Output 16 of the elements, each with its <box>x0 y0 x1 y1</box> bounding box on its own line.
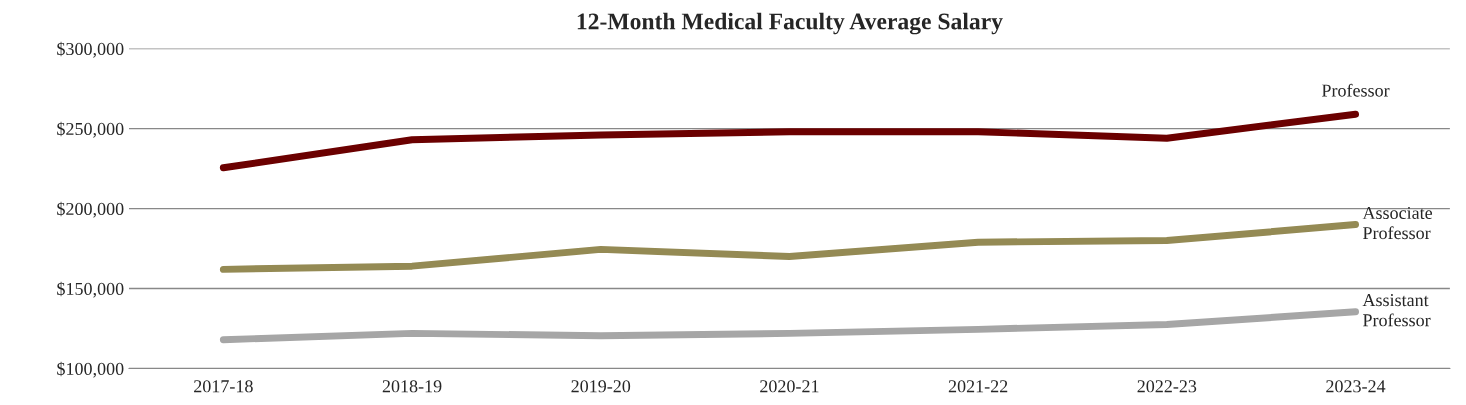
x-tick-label: 2020-21 <box>760 380 819 393</box>
series-label: Assistant Professor <box>1362 294 1431 327</box>
y-tick-label: $150,000 <box>57 281 124 298</box>
x-tick-label: 2017-18 <box>194 380 253 393</box>
y-tick-label: $100,000 <box>57 361 124 378</box>
chart-title: 12-Month Medical Faculty Average Salary <box>577 12 1003 35</box>
x-tick-label: 2021-22 <box>948 380 1008 393</box>
x-tick-label: 2022-23 <box>1137 380 1197 393</box>
series-label: Associate Professor <box>1362 206 1433 240</box>
x-tick-label: 2018-19 <box>382 380 442 393</box>
series-label: Professor <box>1321 83 1390 97</box>
y-tick-label: $200,000 <box>57 201 124 218</box>
y-tick-label: $250,000 <box>57 121 124 138</box>
x-tick-label: 2019-20 <box>571 380 631 393</box>
y-tick-label: $300,000 <box>57 41 124 58</box>
x-tick-label: 2023-24 <box>1326 380 1386 393</box>
